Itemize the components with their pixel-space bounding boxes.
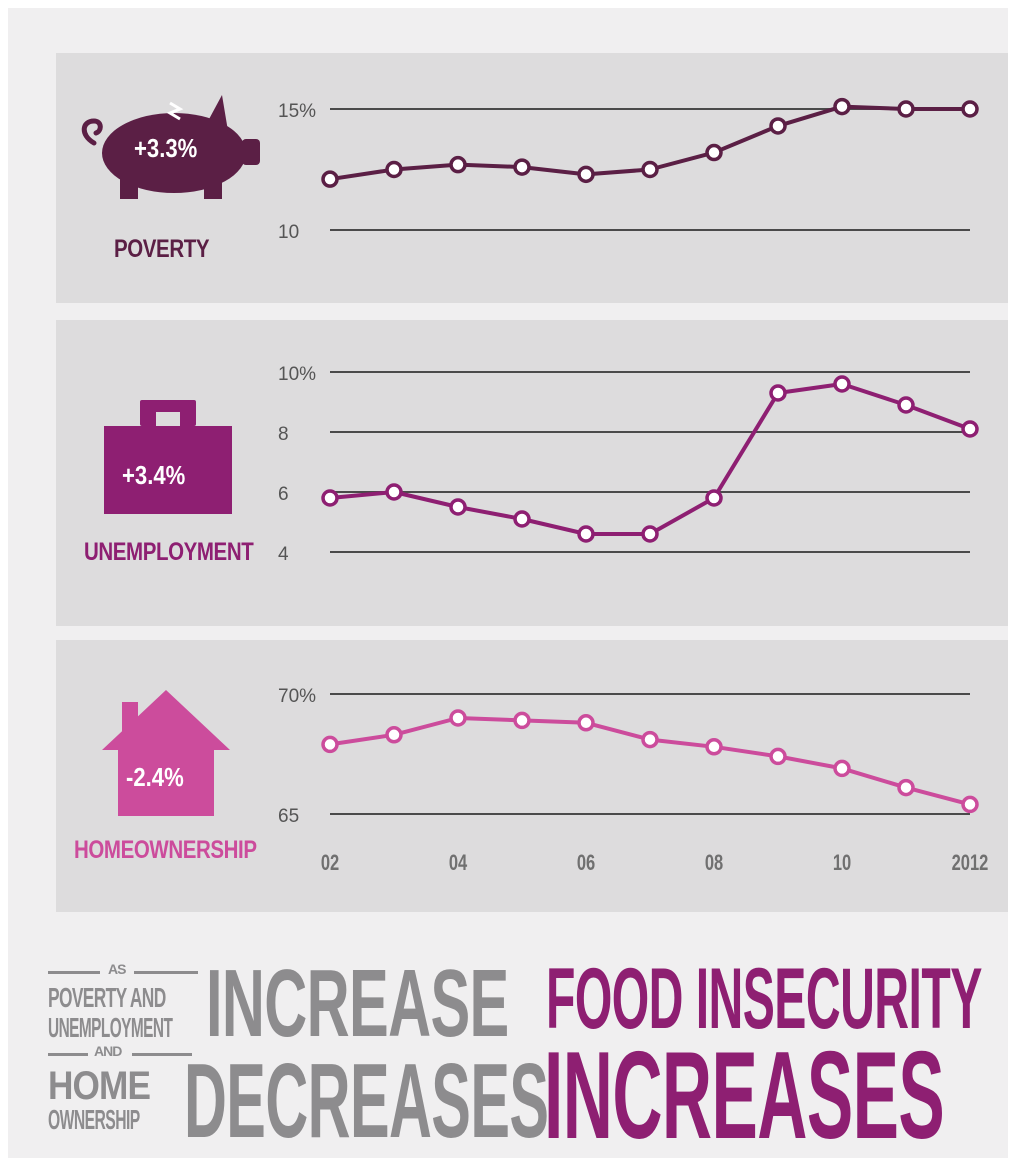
- poverty-data-point: [449, 155, 467, 174]
- homeownership-data-point: [449, 709, 467, 727]
- unemployment-y-tick-label: 6: [278, 484, 289, 505]
- poverty-data-point: [833, 97, 851, 116]
- poverty-data-point: [577, 165, 595, 184]
- homeownership-data-point: [321, 735, 339, 754]
- briefcase-icon: +3.4%: [102, 398, 236, 516]
- homeownership-data-point: [769, 747, 787, 766]
- unemployment-data-point: [897, 396, 915, 414]
- unemployment-data-point: [641, 525, 659, 543]
- unemployment-data-point: [449, 498, 467, 516]
- homeownership-data-point: [961, 795, 979, 814]
- unemployment-data-point: [385, 483, 403, 501]
- unemployment-y-tick-label: 8: [278, 424, 289, 445]
- poverty-data-point: [321, 170, 339, 188]
- headline-group2-line2: OWNERSHIP: [48, 1104, 140, 1135]
- poverty-data-point: [769, 117, 787, 135]
- headline-verb1: INCREASE: [206, 950, 509, 1057]
- poverty-data-point: [513, 158, 531, 176]
- unemployment-data-point: [769, 384, 787, 402]
- headline-result-verb: INCREASES: [544, 1027, 945, 1165]
- headline-rule: [48, 1053, 88, 1056]
- homeownership-data-point: [833, 759, 851, 778]
- x-tick-label: 06: [577, 851, 596, 876]
- poverty-change-badge: +3.3%: [134, 133, 198, 163]
- poverty-data-point: [385, 160, 403, 179]
- unemployment-data-point: [961, 420, 979, 438]
- homeownership-data-point: [385, 726, 403, 744]
- unemployment-label: UNEMPLOYMENT: [84, 538, 254, 566]
- poverty-y-tick-label: 10: [278, 222, 299, 243]
- unemployment-change-badge: +3.4%: [122, 460, 186, 490]
- homeownership-data-point: [513, 711, 531, 730]
- line-charts: 10 15% 4 6 8 10% 65 70% 02 04 06 08 10 2012: [278, 97, 989, 876]
- x-tick-label: 02: [321, 851, 340, 876]
- headline-rule: [134, 971, 198, 974]
- homeownership-y-tick-label: 65: [278, 806, 299, 827]
- poverty-data-point: [961, 100, 979, 118]
- headline-as: AS: [108, 961, 126, 977]
- headline-rule: [132, 1053, 192, 1056]
- piggy-bank-icon: +3.3%: [72, 91, 268, 201]
- headline-result: FOOD INSECURITY: [546, 951, 982, 1047]
- unemployment-data-point: [321, 489, 339, 507]
- x-tick-label: 10: [833, 851, 852, 876]
- poverty-data-point: [897, 100, 915, 118]
- x-tick-label: 2012: [952, 851, 989, 876]
- homeownership-data-point: [897, 778, 915, 797]
- headline-group1-line2: UNEMPLOYMENT: [48, 1012, 173, 1043]
- homeownership-y-tick-label: 70%: [278, 686, 316, 707]
- house-icon: -2.4%: [100, 688, 232, 818]
- x-tick-label: 04: [449, 851, 468, 876]
- unemployment-data-point: [833, 375, 851, 393]
- headline-group2-line1: HOME: [48, 1064, 151, 1108]
- homeownership-panel: -2.4% HOMEOWNERSHIP: [56, 640, 1008, 912]
- headline-rule: [48, 971, 100, 974]
- homeownership-data-point: [641, 730, 659, 749]
- x-tick-label: 08: [705, 851, 724, 876]
- homeownership-change-badge: -2.4%: [126, 762, 184, 792]
- infographic-frame: +3.3% POVERTY +3.4% UNEMPLOYMENT -2.4% H…: [8, 8, 1008, 1158]
- headline-and: AND: [94, 1043, 122, 1059]
- unemployment-data-point: [577, 525, 595, 543]
- homeownership-data-point: [705, 738, 723, 756]
- poverty-y-tick-label: 15%: [278, 101, 316, 122]
- unemployment-data-point: [513, 510, 531, 528]
- unemployment-series-line: [329, 382, 971, 536]
- headline-group1-line1: POVERTY AND: [48, 982, 166, 1013]
- unemployment-data-point: [705, 489, 723, 507]
- poverty-data-point: [641, 160, 659, 179]
- poverty-label: POVERTY: [114, 235, 210, 263]
- unemployment-y-tick-label: 10%: [278, 364, 316, 385]
- unemployment-y-tick-label: 4: [278, 544, 289, 565]
- homeownership-label: HOMEOWNERSHIP: [74, 836, 257, 864]
- homeownership-data-point: [577, 714, 595, 732]
- poverty-panel: +3.3% POVERTY: [56, 53, 1008, 303]
- poverty-data-point: [705, 143, 723, 162]
- headline-verb2: DECREASES: [184, 1042, 549, 1160]
